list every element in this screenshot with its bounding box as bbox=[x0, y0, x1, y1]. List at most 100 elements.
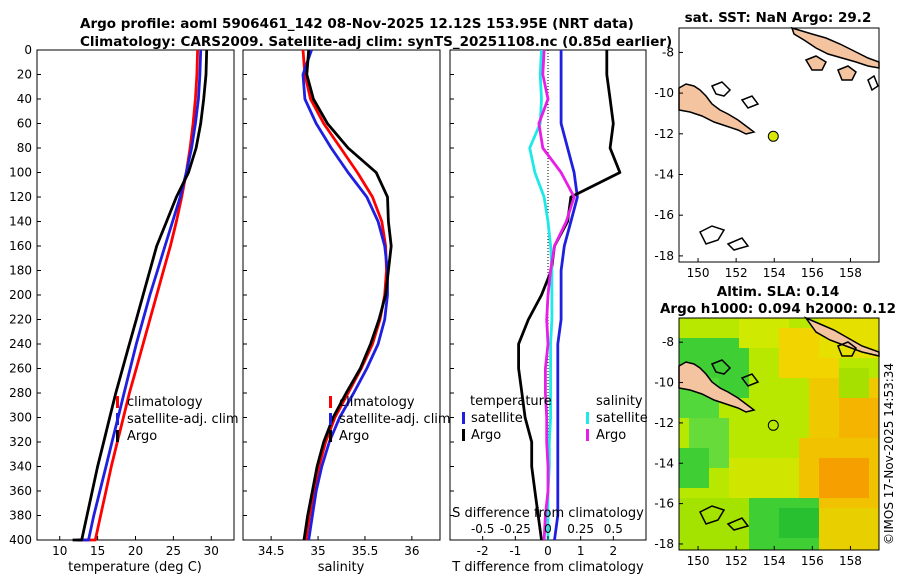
land-islands bbox=[867, 74, 879, 92]
map-x-tick-label: 156 bbox=[801, 266, 824, 280]
x-tick-label: 10 bbox=[52, 544, 67, 558]
map-x-tick-label: 152 bbox=[725, 554, 748, 568]
land-new-britain bbox=[790, 26, 880, 69]
depth-axis: 0 20 40 60 80 100 120 140 160 180 200 220 240 260 280 3… bbox=[9, 43, 454, 547]
depth-tick-label: 160 bbox=[9, 239, 32, 253]
depth-tick-label: 120 bbox=[9, 190, 32, 204]
t-difference-axis-label: T difference from climatology bbox=[451, 560, 644, 575]
argo-location-marker bbox=[767, 130, 779, 142]
legend-swatch-s-satellite bbox=[586, 412, 589, 424]
copyright-stamp: ©IMOS 17-Nov-2025 14:53:34 bbox=[882, 363, 896, 545]
salinity-series-layer bbox=[301, 49, 393, 541]
map-x-tick-label: 156 bbox=[801, 554, 824, 568]
legend-swatch-t-argo bbox=[462, 429, 465, 441]
legend-swatch-satellite bbox=[329, 413, 332, 425]
land-new-guinea-tail bbox=[678, 361, 756, 413]
series-line-satellite-adj-clim bbox=[301, 49, 389, 541]
map-y-tick-label: -16 bbox=[654, 208, 674, 222]
x-tick-labels: 10 15 20 25 30 34.5 35 35.5 36 -2 -1 0 1 2 -0.5 -0.25 0 0… bbox=[52, 522, 623, 558]
s-tick-label: 0.25 bbox=[567, 522, 594, 536]
x-tick-label: 0 bbox=[544, 544, 552, 558]
legend-label-satellite: satellite-adj. clim bbox=[339, 412, 451, 427]
land-reef bbox=[698, 225, 726, 245]
legend-label-argo: Argo bbox=[127, 429, 157, 444]
land-islands bbox=[804, 55, 827, 71]
legend-swatch-climatology bbox=[116, 396, 119, 408]
map-x-tick-label: 154 bbox=[763, 554, 786, 568]
map-x-tick-label: 158 bbox=[839, 554, 862, 568]
land-islands bbox=[837, 341, 857, 357]
land-trobriand bbox=[710, 359, 732, 375]
depth-tick-label: 280 bbox=[9, 386, 32, 400]
sla-map-land bbox=[678, 316, 880, 531]
depth-tick-label: 140 bbox=[9, 215, 32, 229]
depth-tick-label: 240 bbox=[9, 337, 32, 351]
land-trobriand bbox=[710, 81, 732, 97]
legend-swatch-satellite bbox=[116, 413, 119, 425]
temperature-legend: climatology satellite-adj. clim Argo bbox=[116, 395, 239, 444]
map-y-tick-label: -10 bbox=[654, 86, 674, 100]
depth-tick-label: 340 bbox=[9, 460, 32, 474]
land-reef bbox=[698, 505, 726, 525]
sla-heatmap bbox=[679, 318, 879, 550]
depth-tick-label: 260 bbox=[9, 362, 32, 376]
map-y-tick-label: -10 bbox=[654, 376, 674, 390]
legend-label-s-argo: Argo bbox=[596, 428, 626, 443]
land-islands bbox=[740, 373, 760, 387]
legend-label-climatology: climatology bbox=[127, 395, 203, 410]
series-line-climatology bbox=[78, 49, 199, 542]
depth-tick-label: 100 bbox=[9, 166, 32, 180]
x-tick-label: 20 bbox=[128, 544, 143, 558]
x-tick-label: -2 bbox=[477, 544, 489, 558]
map-y-tick-label: -8 bbox=[662, 335, 674, 349]
sla-heatmap-grid bbox=[679, 318, 879, 550]
depth-tick-label: 0 bbox=[24, 43, 32, 57]
legend-swatch-argo bbox=[116, 430, 119, 442]
land-islands bbox=[837, 65, 857, 81]
depth-tick-label: 80 bbox=[17, 141, 32, 155]
depth-tick-label: 60 bbox=[17, 117, 32, 131]
legend-label-t-argo: Argo bbox=[471, 428, 501, 443]
land-islands bbox=[740, 95, 760, 109]
temperature-axis-label: temperature (deg C) bbox=[68, 560, 202, 575]
legend-swatch-t-satellite bbox=[462, 412, 465, 424]
s-tick-label: -0.5 bbox=[471, 522, 494, 536]
depth-tick-label: 300 bbox=[9, 411, 32, 425]
s-tick-label: -0.25 bbox=[500, 522, 531, 536]
depth-tick-label: 360 bbox=[9, 484, 32, 498]
legend-label-t-satellite: satellite bbox=[471, 411, 523, 426]
x-tick-label: 2 bbox=[610, 544, 618, 558]
map-y-tick-label: -12 bbox=[654, 416, 674, 430]
map-y-tick-label: -12 bbox=[654, 127, 674, 141]
map-y-tick-label: -18 bbox=[654, 537, 674, 551]
map-x-tick-label: 150 bbox=[687, 266, 710, 280]
map-x-tick-label: 158 bbox=[839, 266, 862, 280]
legend-label-satellite: satellite-adj. clim bbox=[127, 412, 239, 427]
x-tick-label: 30 bbox=[204, 544, 219, 558]
series-line-temperature-argo bbox=[517, 50, 622, 541]
legend-label-argo: Argo bbox=[339, 429, 369, 444]
x-tick-label: 35.5 bbox=[352, 544, 379, 558]
map-x-tick-label: 152 bbox=[725, 266, 748, 280]
land-new-britain bbox=[803, 316, 880, 357]
series-line-salinity-argo bbox=[537, 49, 576, 541]
sst-map-land bbox=[678, 26, 880, 251]
difference-legend-temperature: temperature satellite Argo bbox=[462, 394, 552, 443]
legend-heading-salinity: salinity bbox=[596, 394, 643, 409]
salinity-axis-label: salinity bbox=[318, 560, 365, 575]
land-reef bbox=[726, 517, 750, 531]
legend-swatch-s-argo bbox=[586, 429, 589, 441]
series-line-salinity-satellite bbox=[528, 49, 554, 540]
s-tick-label: 0.5 bbox=[604, 522, 623, 536]
sla-map-title: Altim. SLA: 0.14 bbox=[717, 284, 839, 300]
legend-heading-temperature: temperature bbox=[470, 394, 552, 409]
x-tick-label: 36 bbox=[404, 544, 419, 558]
depth-tick-label: 320 bbox=[9, 435, 32, 449]
sla-map-axes: 150 152 154 156 158 -8 -10 -12 -14 -16 -18 bbox=[654, 335, 861, 568]
argo-location-marker bbox=[767, 419, 779, 431]
map-y-tick-label: -14 bbox=[654, 456, 674, 470]
salinity-plot-frame bbox=[242, 49, 441, 541]
land-reef bbox=[726, 237, 750, 251]
series-line-temperature-satellite bbox=[553, 50, 579, 541]
depth-tick-label: 20 bbox=[17, 68, 32, 82]
